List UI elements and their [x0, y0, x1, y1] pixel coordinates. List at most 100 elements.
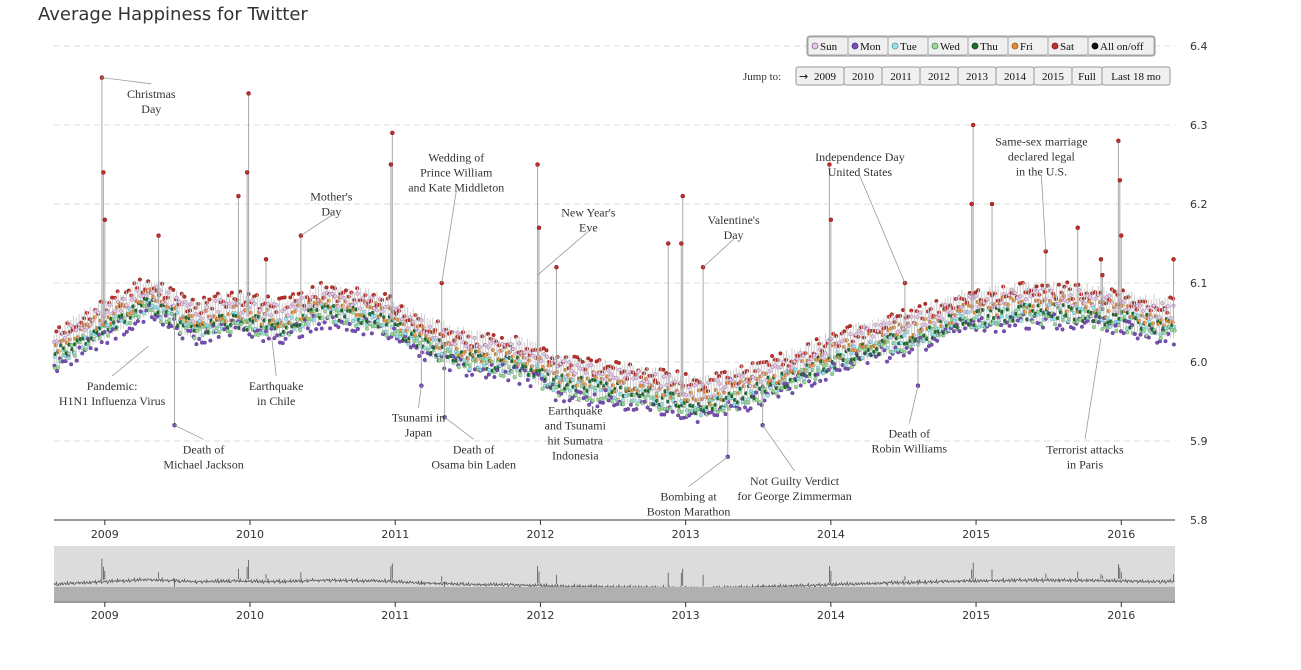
jump-to-label: Jump to:	[743, 71, 781, 83]
legend-swatch	[971, 42, 979, 50]
jump-to-2009[interactable]: → 2009	[795, 66, 845, 86]
spike-point	[1075, 225, 1080, 230]
data-point	[411, 343, 416, 348]
data-point	[634, 407, 639, 412]
annotation-label: Mother's	[310, 190, 352, 204]
data-point	[787, 386, 792, 391]
data-point	[840, 353, 845, 358]
data-point	[662, 412, 667, 417]
data-point	[1072, 310, 1077, 315]
data-point	[102, 330, 107, 335]
annotation-label: Boston Marathon	[647, 505, 731, 519]
data-point	[249, 298, 254, 303]
data-point	[998, 300, 1003, 305]
data-point	[583, 371, 588, 376]
jump-to-2012[interactable]: 2012	[919, 66, 959, 86]
annotation-label: Robin Williams	[871, 442, 947, 456]
annotation-label: Day	[321, 205, 341, 219]
legend-toggle-sat[interactable]: Sat	[1047, 36, 1089, 56]
jump-to-full[interactable]: Full	[1071, 66, 1103, 86]
data-point	[813, 377, 818, 382]
data-point	[433, 335, 438, 340]
data-point	[175, 310, 180, 315]
legend-toggle-sun[interactable]: Sun	[807, 36, 849, 56]
data-point	[567, 398, 572, 403]
data-point	[180, 302, 185, 307]
spike-point	[680, 193, 685, 199]
data-point	[228, 330, 233, 335]
overview-tick-label: 2011	[381, 609, 409, 622]
data-point	[517, 381, 522, 386]
data-point	[621, 402, 626, 407]
data-point	[812, 381, 817, 386]
data-point	[400, 317, 405, 322]
legend-toggle-mon[interactable]: Mon	[847, 36, 889, 56]
y-tick-label: 6.0	[1190, 356, 1208, 369]
data-point	[542, 352, 547, 357]
data-point	[798, 383, 803, 388]
data-point	[849, 351, 854, 356]
data-point	[74, 328, 79, 333]
jump-to-2011[interactable]: 2011	[881, 66, 921, 86]
data-point	[227, 301, 232, 306]
data-point	[330, 315, 335, 320]
jump-to-2015[interactable]: 2015	[1033, 66, 1073, 86]
legend-toggle-fri[interactable]: Fri	[1007, 36, 1049, 56]
legend-toggle-thu[interactable]: Thu	[967, 36, 1009, 56]
data-point	[900, 308, 905, 313]
data-point	[1121, 331, 1126, 336]
data-point	[171, 287, 176, 292]
jump-to-last-18-mo[interactable]: Last 18 mo	[1101, 66, 1171, 86]
data-point	[1082, 301, 1087, 306]
data-point	[174, 295, 179, 300]
y-tick-label: 6.1	[1190, 277, 1208, 290]
annotation-leader	[300, 215, 332, 236]
data-point	[269, 313, 274, 318]
data-point	[684, 393, 689, 398]
annotation-label: Tsunami in	[392, 411, 446, 425]
legend-toggle-tue[interactable]: Tue	[887, 36, 929, 56]
data-point	[266, 336, 271, 341]
data-point	[1147, 319, 1152, 324]
data-point	[590, 398, 595, 403]
legend-toggle-wed[interactable]: Wed	[927, 36, 969, 56]
legend-toggle-all-on-off[interactable]: All on/off	[1087, 36, 1155, 56]
overview-brush[interactable]: 2009 2010 2011 2012 2013 2014 2015 2016	[53, 546, 1175, 622]
spike-point	[388, 162, 394, 167]
annotation-label: Valentine's	[707, 213, 759, 227]
data-point	[182, 294, 187, 299]
legend-label: Thu	[980, 41, 998, 53]
data-point	[347, 321, 352, 326]
data-point	[344, 327, 349, 332]
data-point	[166, 311, 171, 316]
data-point	[419, 318, 424, 323]
annotation-label: Christmas	[127, 87, 176, 101]
data-point	[659, 402, 664, 407]
annotation-leader	[908, 385, 919, 424]
spike-point	[679, 241, 684, 246]
data-point	[565, 377, 570, 382]
data-point	[499, 335, 504, 340]
data-point	[960, 314, 965, 319]
data-point	[1079, 324, 1084, 329]
annotation-leader	[271, 338, 277, 377]
jump-to-2010[interactable]: 2010	[843, 66, 883, 86]
annotation-leader	[859, 175, 906, 284]
data-point	[166, 290, 171, 295]
data-point	[66, 356, 71, 361]
legend-label: All on/off	[1100, 41, 1144, 53]
data-point	[723, 412, 728, 417]
data-point	[127, 307, 132, 312]
jump-to-2013[interactable]: 2013	[957, 66, 997, 86]
data-point	[158, 315, 163, 320]
data-point	[617, 367, 622, 372]
data-point	[169, 324, 174, 329]
annotation-label: Death of	[453, 442, 495, 456]
data-point	[1052, 322, 1057, 327]
jump-to-2014[interactable]: 2014	[995, 66, 1035, 86]
data-point	[670, 409, 675, 414]
data-point	[759, 379, 764, 384]
data-point	[540, 373, 545, 378]
data-point	[515, 368, 520, 373]
data-point	[993, 329, 998, 334]
